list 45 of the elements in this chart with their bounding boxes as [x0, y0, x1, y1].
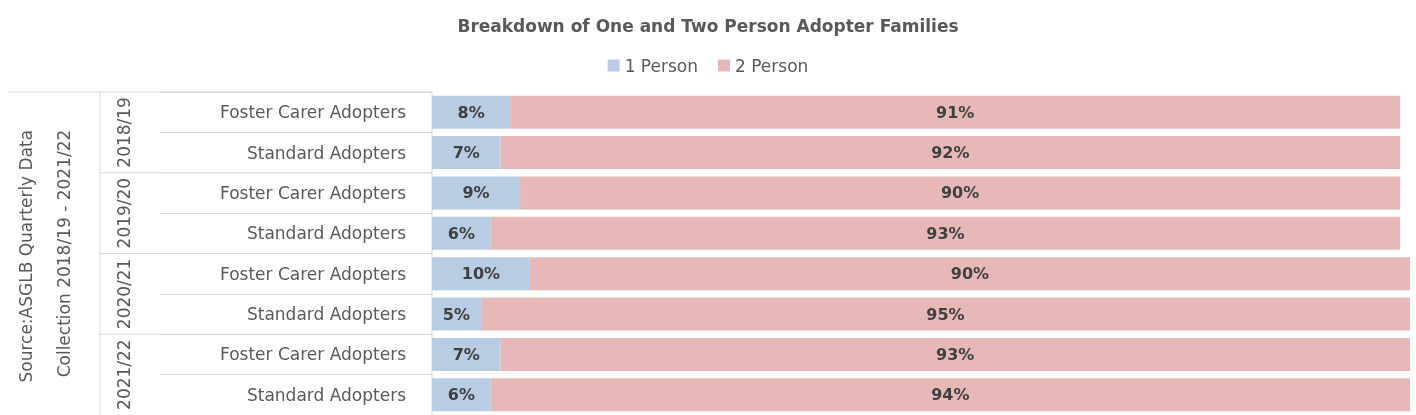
text: 2020/21 [114, 258, 134, 330]
data-label: 94% [931, 385, 970, 405]
data-label: 9% [462, 183, 490, 203]
bar [432, 257, 530, 291]
bar [490, 378, 1410, 412]
bar [510, 95, 1401, 129]
data-label: 7% [452, 344, 480, 364]
data-label: 92% [931, 143, 970, 163]
text: 2021/22 [114, 339, 134, 410]
data-label: 91% [936, 102, 975, 122]
data-label: 7% [452, 143, 480, 163]
y-tick-label: Standard Adopters [246, 142, 407, 163]
data-label: 6% [447, 223, 475, 243]
data-label: 5% [442, 304, 471, 324]
legend-label: 1 Person [624, 55, 699, 76]
chart-title: Breakdown of One and Two Person Adopter Families [457, 15, 959, 36]
bar [520, 176, 1401, 210]
y-tick-label: Standard Adopters [246, 223, 407, 244]
data-label: 93% [926, 223, 965, 243]
bar [490, 216, 1401, 250]
data-label: 8% [457, 102, 485, 122]
y-tick-label: Foster Carer Adopters [220, 263, 407, 284]
y-tick-label: Foster Carer Adopters [220, 102, 407, 123]
bar [500, 136, 1401, 170]
y-tick-label: Foster Carer Adopters [220, 344, 407, 365]
bar [432, 95, 511, 129]
data-label: 90% [950, 264, 990, 284]
bar [432, 337, 501, 371]
source-note: Source:ASGLB Quarterly Data Collection 2018/19 - 2021/22 [16, 124, 74, 383]
bar [480, 297, 1410, 331]
data-label: 6% [447, 385, 475, 405]
y-tick-label: Standard Adopters [246, 304, 407, 325]
bar [432, 136, 501, 170]
text: 2019/20 [114, 177, 134, 249]
data-label: 10% [461, 264, 501, 284]
bar [432, 176, 521, 210]
y-tick-label: Standard Adopters [246, 384, 407, 405]
bar [529, 257, 1410, 291]
data-label: 93% [936, 344, 975, 364]
y-tick-label: Foster Carer Adopters [220, 182, 407, 203]
data-label: 95% [926, 304, 965, 324]
legend-label: 2 Person [735, 55, 809, 76]
bar [500, 337, 1410, 371]
text: 2018/19 [114, 97, 134, 168]
data-label: 90% [940, 183, 980, 203]
